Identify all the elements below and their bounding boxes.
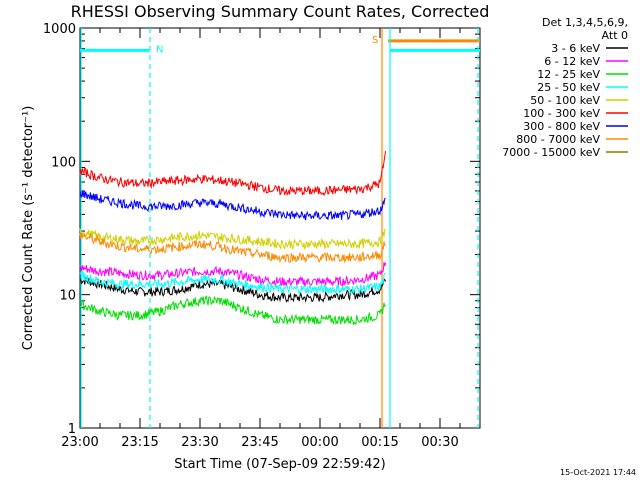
legend-header: Det 1,3,4,5,6,9, [542, 16, 628, 29]
series-line [79, 277, 387, 304]
legend-entry-label: 100 - 300 keV [523, 107, 600, 120]
series-line [79, 270, 386, 296]
series-line [79, 190, 386, 221]
legend-entry-label: 7000 - 15000 keV [502, 146, 600, 159]
legend-entry-label: 300 - 800 keV [523, 120, 600, 133]
x-tick-label: 00:30 [421, 435, 458, 450]
x-tick-label: 23:30 [181, 435, 218, 450]
legend-entry-label: 50 - 100 keV [530, 94, 600, 107]
series-line [79, 228, 386, 251]
x-tick-label: 23:15 [121, 435, 158, 450]
annotation-label: S [372, 35, 378, 46]
y-axis-label: Corrected Count Rate (s⁻¹ detector⁻¹) [21, 106, 36, 351]
annotation-label: N [156, 44, 163, 55]
x-axis-label: Start Time (07-Sep-09 22:59:42) [174, 457, 385, 472]
y-tick-label: 100 [51, 155, 76, 170]
x-tick-label: 23:45 [241, 435, 278, 450]
x-tick-label: 23:00 [61, 435, 98, 450]
series-line [79, 232, 386, 264]
footer-timestamp: 15-Oct-2021 17:44 [560, 468, 636, 477]
y-tick-label: 10 [59, 289, 76, 304]
legend-entry-label: 25 - 50 keV [537, 81, 600, 94]
legend-entry-label: 800 - 7000 keV [516, 133, 600, 146]
legend-entry-label: 12 - 25 keV [537, 68, 600, 81]
y-tick-label: 1 [68, 422, 76, 437]
legend-header: Att 0 [602, 29, 628, 42]
x-tick-label: 00:15 [361, 435, 398, 450]
plot-frame [79, 27, 481, 429]
legend-entry-label: 6 - 12 keV [544, 55, 600, 68]
chart-title: RHESSI Observing Summary Count Rates, Co… [71, 2, 490, 21]
series-line [79, 295, 386, 326]
legend-entry-label: 3 - 6 keV [551, 42, 600, 55]
x-tick-label: 00:00 [301, 435, 338, 450]
y-tick-label: 1000 [43, 22, 76, 37]
series-line [79, 261, 387, 288]
series-line [79, 151, 387, 197]
plot-area: 1 10 100 1000 23:00 23:15 23:30 23:45 00:00 00:15… [43, 22, 481, 450]
